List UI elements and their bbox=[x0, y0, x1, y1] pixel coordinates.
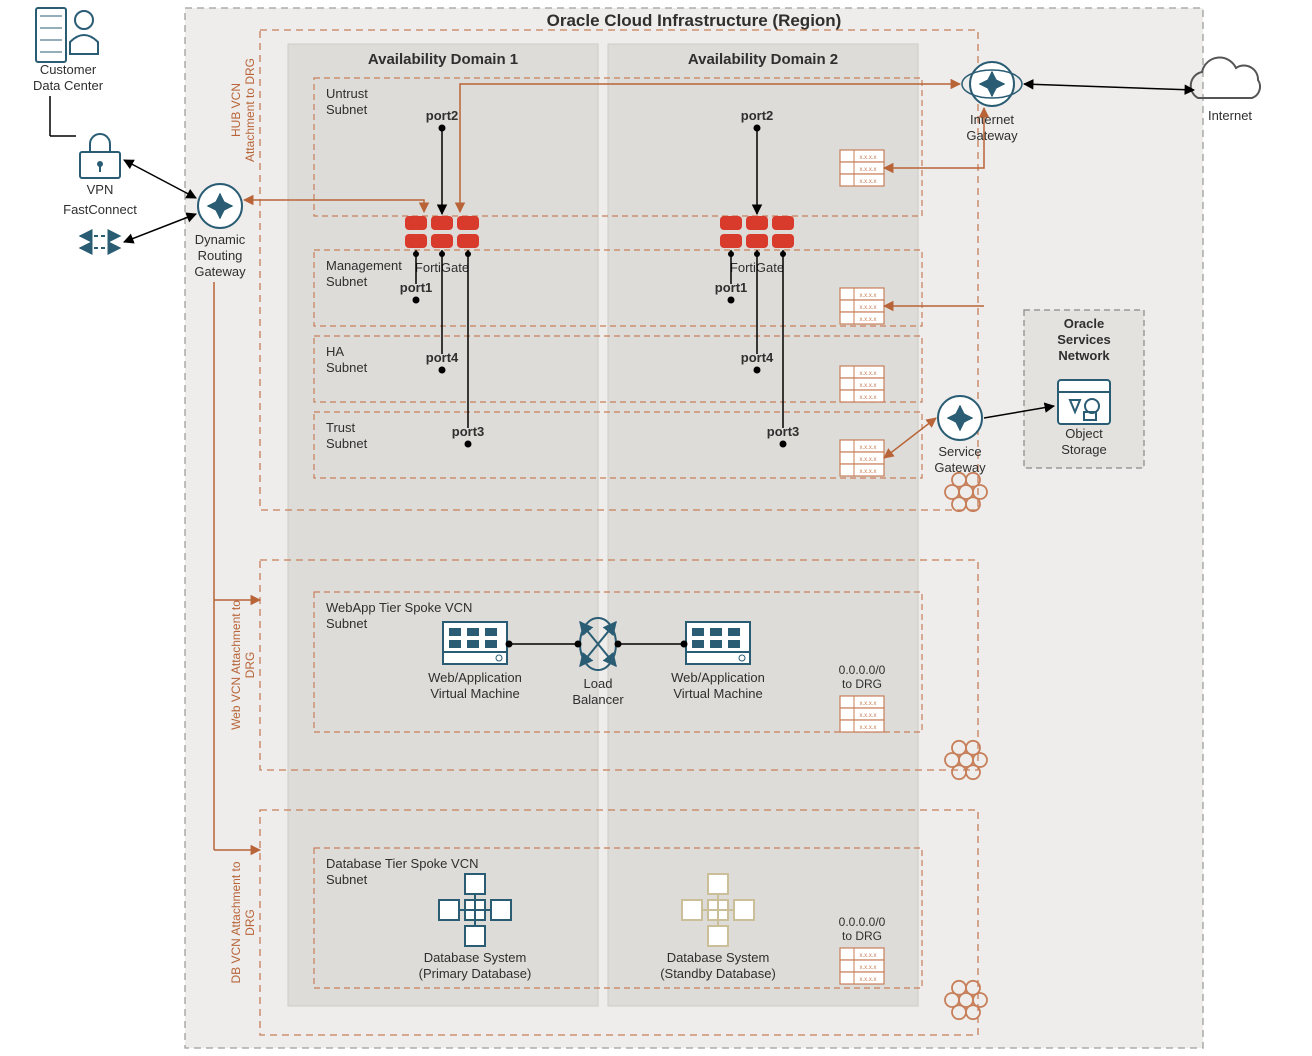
drg-label-2: Routing bbox=[198, 248, 243, 263]
web-vm2-label-1: Web/Application bbox=[671, 670, 765, 685]
web-default-route-1: 0.0.0.0/0 bbox=[839, 663, 886, 677]
sgw-label-2: Gateway bbox=[934, 460, 986, 475]
web-vm-ad1 bbox=[443, 622, 507, 664]
hub-vcn-label-1: HUB VCN bbox=[229, 83, 243, 137]
web-vm1-label-1: Web/Application bbox=[428, 670, 522, 685]
region-title: Oracle Cloud Infrastructure (Region) bbox=[547, 11, 842, 30]
sgw-label-1: Service bbox=[938, 444, 981, 459]
igw-label-2: Gateway bbox=[966, 128, 1018, 143]
web-subnet-label-0: WebApp Tier Spoke VCN bbox=[326, 600, 472, 615]
customer-label-2: Data Center bbox=[33, 78, 104, 93]
db2-label-1: Database System bbox=[667, 950, 770, 965]
trust-subnet-label-0: Trust bbox=[326, 420, 356, 435]
customer-datacenter-icon bbox=[36, 8, 98, 62]
ha-subnet-label-1: Subnet bbox=[326, 360, 368, 375]
svg-text:x.x.x.x: x.x.x.x bbox=[859, 305, 876, 311]
svg-text:x.x.x.x: x.x.x.x bbox=[859, 965, 876, 971]
svg-text:x.x.x.x: x.x.x.x bbox=[859, 395, 876, 401]
route-table-untrust: x.x.x.x x.x.x.x x.x.x.x bbox=[840, 150, 884, 186]
db-vcn-label-2: DRG bbox=[243, 909, 257, 936]
svg-text:x.x.x.x: x.x.x.x bbox=[859, 953, 876, 959]
svg-text:x.x.x.x: x.x.x.x bbox=[859, 701, 876, 707]
db-vcn-label-1: DB VCN Attachment to bbox=[229, 861, 243, 983]
svg-text:x.x.x.x: x.x.x.x bbox=[859, 167, 876, 173]
sgw-icon bbox=[938, 396, 982, 440]
web-vm2-label-2: Virtual Machine bbox=[673, 686, 762, 701]
osn-label-1: Oracle bbox=[1064, 316, 1104, 331]
drg-icon bbox=[198, 184, 242, 228]
ad-1-title: Availability Domain 1 bbox=[368, 51, 518, 68]
route-table-mgmt: x.x.x.x x.x.x.x x.x.x.x bbox=[840, 288, 884, 324]
route-table-trust: x.x.x.x x.x.x.x x.x.x.x bbox=[840, 440, 884, 476]
vpn-icon bbox=[80, 134, 120, 178]
db2-label-2: (Standby Database) bbox=[660, 966, 776, 981]
ha-subnet-label-0: HA bbox=[326, 344, 344, 359]
port2-ad1: port2 bbox=[426, 108, 459, 123]
lb-label-2: Balancer bbox=[572, 692, 624, 707]
db1-label-2: (Primary Database) bbox=[419, 966, 532, 981]
svg-text:x.x.x.x: x.x.x.x bbox=[859, 155, 876, 161]
obj-label-1: Object bbox=[1065, 426, 1103, 441]
db-subnet-label-1: Subnet bbox=[326, 872, 368, 887]
db-subnet-label-0: Database Tier Spoke VCN bbox=[326, 856, 478, 871]
web-vcn-label-1: Web VCN Attachment to bbox=[229, 600, 243, 730]
route-table-db: x.x.x.x x.x.x.x x.x.x.x bbox=[840, 948, 884, 984]
svg-text:x.x.x.x: x.x.x.x bbox=[859, 371, 876, 377]
fastconnect-label: FastConnect bbox=[63, 202, 137, 217]
web-vcn-label-2: DRG bbox=[243, 652, 257, 679]
db-default-route-1: 0.0.0.0/0 bbox=[839, 915, 886, 929]
route-table-web: x.x.x.x x.x.x.x x.x.x.x bbox=[840, 696, 884, 732]
trust-subnet-label-1: Subnet bbox=[326, 436, 368, 451]
web-subnet-label-1: Subnet bbox=[326, 616, 368, 631]
db-default-route-2: to DRG bbox=[842, 929, 882, 943]
svg-text:x.x.x.x: x.x.x.x bbox=[859, 469, 876, 475]
drg-label-1: Dynamic bbox=[195, 232, 246, 247]
svg-text:x.x.x.x: x.x.x.x bbox=[859, 383, 876, 389]
ad-2-title: Availability Domain 2 bbox=[688, 51, 838, 68]
lb-label-1: Load bbox=[584, 676, 613, 691]
igw-icon bbox=[970, 62, 1014, 106]
obj-label-2: Storage bbox=[1061, 442, 1107, 457]
svg-text:x.x.x.x: x.x.x.x bbox=[859, 293, 876, 299]
hub-vcn-label-2: Attachment to DRG bbox=[243, 58, 257, 162]
vpn-label: VPN bbox=[87, 182, 114, 197]
igw-label-1: Internet bbox=[970, 112, 1014, 127]
svg-text:x.x.x.x: x.x.x.x bbox=[859, 977, 876, 983]
osn-label-2: Services bbox=[1057, 332, 1111, 347]
customer-label-1: Customer bbox=[40, 62, 97, 77]
db1-label-1: Database System bbox=[424, 950, 527, 965]
fastconnect-icon bbox=[80, 236, 120, 248]
svg-text:x.x.x.x: x.x.x.x bbox=[859, 179, 876, 185]
route-table-ha: x.x.x.x x.x.x.x x.x.x.x bbox=[840, 366, 884, 402]
web-vm-ad2 bbox=[686, 622, 750, 664]
port2-ad2: port2 bbox=[741, 108, 774, 123]
untrust-subnet-label-1: Subnet bbox=[326, 102, 368, 117]
svg-text:x.x.x.x: x.x.x.x bbox=[859, 457, 876, 463]
svg-text:x.x.x.x: x.x.x.x bbox=[859, 445, 876, 451]
internet-label: Internet bbox=[1208, 108, 1252, 123]
web-vm1-label-2: Virtual Machine bbox=[430, 686, 519, 701]
untrust-subnet-label-0: Untrust bbox=[326, 86, 368, 101]
web-default-route-2: to DRG bbox=[842, 677, 882, 691]
svg-text:x.x.x.x: x.x.x.x bbox=[859, 317, 876, 323]
osn-label-3: Network bbox=[1058, 348, 1110, 363]
svg-text:x.x.x.x: x.x.x.x bbox=[859, 713, 876, 719]
svg-text:x.x.x.x: x.x.x.x bbox=[859, 725, 876, 731]
mgmt-subnet-label-1: Subnet bbox=[326, 274, 368, 289]
object-storage-icon bbox=[1058, 380, 1110, 424]
mgmt-subnet-label-0: Management bbox=[326, 258, 402, 273]
drg-label-3: Gateway bbox=[194, 264, 246, 279]
